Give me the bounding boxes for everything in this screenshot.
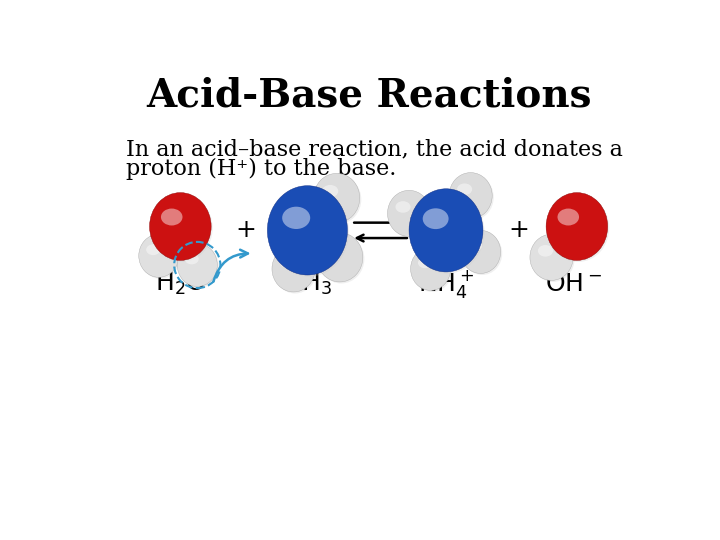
Ellipse shape: [177, 244, 217, 287]
Ellipse shape: [272, 246, 315, 292]
Text: +: +: [509, 218, 530, 242]
Ellipse shape: [315, 175, 361, 224]
Ellipse shape: [557, 208, 579, 226]
Ellipse shape: [468, 240, 482, 251]
Ellipse shape: [410, 247, 451, 291]
Ellipse shape: [267, 186, 348, 275]
Ellipse shape: [389, 192, 432, 238]
Ellipse shape: [418, 258, 432, 268]
Ellipse shape: [139, 234, 179, 278]
Ellipse shape: [140, 236, 180, 279]
Ellipse shape: [318, 234, 364, 284]
Ellipse shape: [274, 247, 317, 294]
Ellipse shape: [322, 185, 338, 197]
Ellipse shape: [280, 256, 295, 268]
Ellipse shape: [150, 193, 211, 260]
Ellipse shape: [530, 234, 573, 280]
Ellipse shape: [457, 184, 472, 195]
Ellipse shape: [269, 187, 349, 276]
Ellipse shape: [395, 201, 410, 213]
Text: $\mathrm{H_2O}$: $\mathrm{H_2O}$: [155, 271, 206, 298]
Ellipse shape: [151, 194, 212, 262]
Ellipse shape: [409, 189, 483, 272]
Ellipse shape: [462, 232, 503, 275]
Ellipse shape: [282, 207, 310, 229]
Text: +: +: [235, 218, 256, 242]
Ellipse shape: [325, 244, 341, 256]
Ellipse shape: [449, 173, 492, 219]
Ellipse shape: [387, 190, 431, 237]
Ellipse shape: [179, 245, 219, 288]
Ellipse shape: [161, 208, 182, 226]
Text: proton (H⁺) to the base.: proton (H⁺) to the base.: [127, 158, 397, 180]
Ellipse shape: [314, 173, 360, 222]
Ellipse shape: [461, 231, 500, 273]
Text: $\mathrm{NH_4^+}$: $\mathrm{NH_4^+}$: [418, 268, 474, 300]
Text: $\mathrm{OH^-}$: $\mathrm{OH^-}$: [544, 272, 601, 296]
Ellipse shape: [423, 208, 449, 229]
Ellipse shape: [451, 174, 494, 220]
Ellipse shape: [184, 254, 199, 265]
Ellipse shape: [410, 190, 485, 273]
Text: In an acid–base reaction, the acid donates a: In an acid–base reaction, the acid donat…: [127, 138, 624, 160]
Text: Acid-Base Reactions: Acid-Base Reactions: [146, 77, 592, 114]
Text: $\mathrm{NH_3}$: $\mathrm{NH_3}$: [283, 271, 332, 298]
Ellipse shape: [146, 244, 160, 255]
Ellipse shape: [546, 193, 608, 260]
Ellipse shape: [531, 236, 575, 282]
Ellipse shape: [317, 233, 363, 282]
Ellipse shape: [548, 194, 609, 262]
FancyArrowPatch shape: [213, 249, 248, 281]
Ellipse shape: [412, 249, 452, 292]
Ellipse shape: [538, 245, 553, 256]
